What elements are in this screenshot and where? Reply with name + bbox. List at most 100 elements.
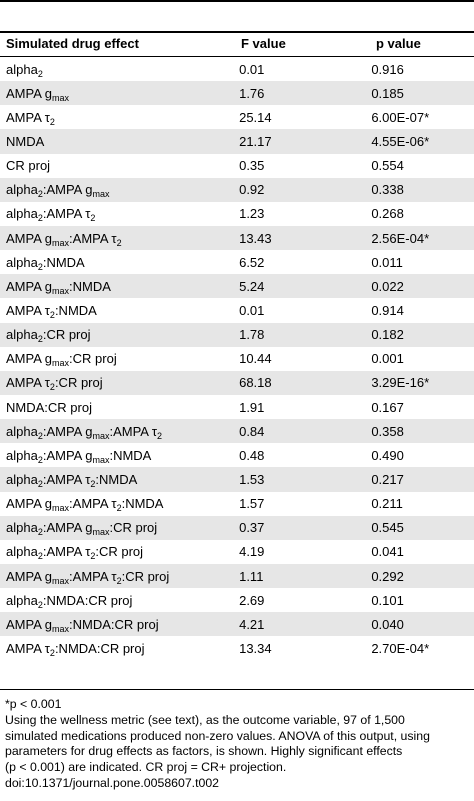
table-row: NMDA:CR proj 1.91 0.167: [0, 395, 474, 419]
cell-effect: alpha2:AMPA gmax: [0, 177, 234, 202]
cell-effect: AMPA gmax: [0, 81, 234, 106]
cell-f-value: 0.48: [239, 447, 265, 463]
cell-p-value: 6.00E-07*: [371, 109, 430, 125]
footnote-caption-line: Using the wellness metric (see text), as…: [5, 712, 405, 727]
footnote-caption-line: (p < 0.001) are indicated. CR proj = CR+…: [5, 760, 287, 775]
table-row: alpha2:AMPA gmax:NMDA 0.48 0.490: [0, 443, 474, 467]
cell-f-value: 2.69: [239, 592, 265, 608]
cell-f-value: 0.01: [239, 61, 265, 77]
column-header-effect: Simulated drug effect: [6, 36, 139, 51]
table-row: alpha2 0.01 0.916: [0, 57, 474, 81]
cell-effect: AMPA τ2:NMDA: [6, 302, 97, 320]
cell-f-value: 0.84: [233, 419, 366, 444]
cell-f-value: 4.19: [239, 544, 265, 560]
cell-p-value: 0.101: [371, 592, 404, 608]
cell-f-value: 1.23: [239, 206, 265, 222]
cell-p-value: 3.29E-16*: [365, 370, 474, 395]
cell-effect: AMPA τ2: [6, 109, 55, 127]
cell-p-value: 0.011: [371, 254, 403, 270]
cell-f-value: 0.37: [233, 515, 366, 540]
cell-p-value: 4.55E-06*: [365, 129, 474, 154]
cell-effect: NMDA:CR proj: [6, 399, 92, 415]
table-row: AMPA gmax:NMDA:CR proj 4.21 0.040: [0, 612, 474, 637]
cell-p-value: 0.554: [371, 158, 404, 174]
header-top-rule: [0, 31, 474, 33]
cell-f-value: 6.52: [239, 254, 265, 270]
column-header-f-value: F value: [241, 36, 286, 51]
cell-f-value: 1.11: [233, 563, 366, 589]
cell-f-value: 13.43: [233, 225, 366, 251]
cell-f-value: 0.35: [239, 158, 265, 174]
cell-effect: alpha2:AMPA gmax:NMDA: [6, 447, 152, 465]
cell-p-value: 0.185: [365, 81, 474, 106]
cell-f-value: 5.24: [233, 274, 366, 299]
table-row: AMPA τ2:NMDA:CR proj 13.34 2.70E-04*: [0, 636, 474, 660]
table-row: AMPA gmax:AMPA τ2:CR proj 1.11 0.292: [0, 563, 474, 589]
cell-p-value: 0.217: [365, 467, 474, 492]
cell-p-value: 0.358: [365, 419, 474, 444]
cell-f-value: 21.17: [233, 129, 366, 154]
table-bottom-rule: [0, 689, 474, 690]
table-body: alpha2 0.01 0.916 AMPA gmax 1.76 0.185 AMPA τ2…: [0, 57, 474, 661]
cell-p-value: 0.914: [371, 302, 404, 318]
footnote-caption-line: simulated medications produced non-zero …: [5, 728, 430, 743]
table-header: Simulated drug effect F value p value: [0, 33, 474, 56]
cell-p-value: 0.916: [371, 61, 404, 77]
table-row: AMPA gmax:AMPA τ2:NMDA 1.57 0.211: [0, 492, 474, 516]
cell-p-value: 0.268: [371, 206, 404, 222]
cell-effect: alpha2:AMPA gmax:CR proj: [0, 515, 234, 540]
table-row: AMPA τ2:NMDA 0.01 0.914: [0, 298, 474, 322]
cell-f-value: 25.14: [239, 109, 272, 125]
cell-p-value: 0.338: [365, 177, 474, 202]
cell-effect: AMPA τ2:NMDA:CR proj: [6, 640, 145, 658]
cell-effect: alpha2:CR proj: [0, 322, 234, 347]
table-row: AMPA gmax 1.76 0.185: [0, 81, 474, 106]
cell-effect: alpha2:NMDA:CR proj: [6, 592, 133, 610]
footnote-significance: *p < 0.001: [5, 697, 62, 711]
cell-f-value: 1.91: [239, 399, 265, 415]
table-row: alpha2:AMPA gmax:AMPA τ2 0.84 0.358: [0, 419, 474, 444]
anova-table: alpha2 0.01 0.916 AMPA gmax 1.76 0.185 AMPA τ2…: [0, 57, 474, 661]
table-row: alpha2:AMPA τ2:CR proj 4.19 0.041: [0, 540, 474, 564]
table-row: alpha2:AMPA gmax 0.92 0.338: [0, 177, 474, 202]
cell-effect: alpha2: [6, 61, 43, 79]
cell-effect: AMPA gmax:AMPA τ2: [0, 225, 234, 251]
table-row: AMPA gmax:CR proj 10.44 0.001: [0, 347, 474, 371]
table-row: AMPA gmax:NMDA 5.24 0.022: [0, 274, 474, 299]
cell-p-value: 0.490: [371, 447, 404, 463]
footnote-caption-line: parameters for drug effects as factors, …: [5, 744, 403, 759]
cell-f-value: 1.78: [233, 322, 366, 347]
cell-effect: alpha2:AMPA τ2:CR proj: [6, 544, 144, 562]
table-row: CR proj 0.35 0.554: [0, 154, 474, 178]
cell-effect: AMPA τ2:CR proj: [0, 370, 234, 395]
cell-p-value: 0.001: [371, 351, 404, 367]
cell-f-value: 1.57: [239, 496, 265, 512]
table-row: alpha2:NMDA 6.52 0.011: [0, 250, 474, 274]
cell-p-value: 0.182: [365, 322, 474, 347]
table-row: alpha2:AMPA τ2 1.23 0.268: [0, 202, 474, 226]
cell-f-value: 68.18: [233, 370, 366, 395]
cell-effect: CR proj: [6, 158, 51, 174]
cell-f-value: 1.53: [233, 467, 366, 492]
cell-effect: AMPA gmax:AMPA τ2:NMDA: [6, 496, 164, 514]
table-row: alpha2:CR proj 1.78 0.182: [0, 322, 474, 347]
table-row: alpha2:NMDA:CR proj 2.69 0.101: [0, 588, 474, 612]
cell-effect: alpha2:AMPA τ2:NMDA: [0, 467, 234, 492]
cell-effect: AMPA gmax:NMDA: [0, 274, 234, 299]
table-footnotes: *p < 0.001 Using the wellness metric (se…: [5, 697, 474, 792]
cell-p-value: 0.167: [371, 399, 404, 415]
cell-effect: NMDA: [0, 129, 234, 154]
cell-f-value: 1.76: [233, 81, 366, 106]
cell-f-value: 4.21: [233, 612, 366, 637]
cell-p-value: 0.022: [365, 274, 474, 299]
table-row: NMDA 21.17 4.55E-06*: [0, 129, 474, 154]
table-row: AMPA τ2 25.14 6.00E-07*: [0, 105, 474, 129]
header-bottom-rule: [0, 56, 474, 57]
cell-f-value: 0.01: [239, 302, 265, 318]
cell-f-value: 10.44: [239, 351, 272, 367]
cell-p-value: 0.211: [371, 496, 403, 512]
cell-p-value: 0.545: [365, 515, 474, 540]
cell-f-value: 13.34: [239, 640, 272, 656]
cell-effect: AMPA gmax:CR proj: [6, 351, 117, 369]
cell-f-value: 0.92: [233, 177, 366, 202]
